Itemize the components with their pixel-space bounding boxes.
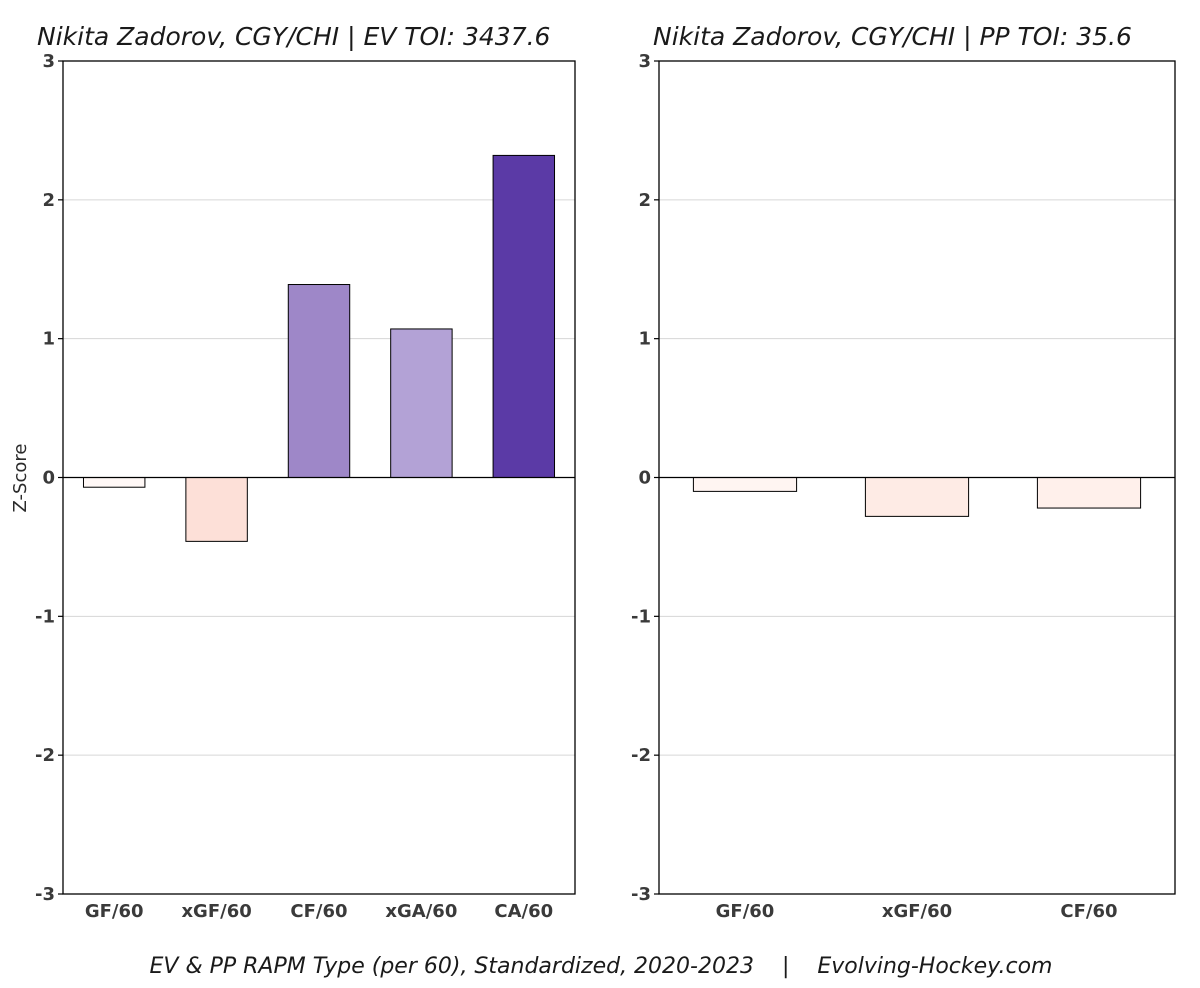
ev-y-ticks: 3 2 1 0 -1 -2 -3 [35, 51, 63, 905]
ev-chart-title: Nikita Zadorov, CGY/CHI | EV TOI: 3437.6 [37, 22, 550, 51]
ev-x-tick-label: xGF/60 [181, 901, 251, 922]
ev-bar-cf-per-60 [287, 284, 351, 478]
pp-y-tick-label: 0 [638, 468, 651, 489]
pp-x-ticks: GF/60 xGF/60 CF/60 [716, 901, 1118, 922]
pp-y-tick-label: 2 [638, 190, 651, 211]
ev-x-tick-label: xGA/60 [385, 901, 457, 922]
pp-y-ticks: 3 2 1 0 -1 -2 -3 [631, 51, 659, 905]
pp-y-tick-label: -3 [631, 884, 651, 905]
pp-y-tick-label: -1 [631, 606, 651, 627]
pp-bars [692, 477, 1142, 517]
ev-x-tick-label: CA/60 [494, 901, 553, 922]
ev-y-tick-label: -1 [35, 606, 55, 627]
pp-bar-cf-per-60 [1036, 477, 1142, 509]
pp-bar-xgf-per-60 [864, 477, 970, 517]
ev-bar-xgf-per-60 [185, 477, 248, 542]
pp-x-tick-label: xGF/60 [882, 901, 952, 922]
ev-y-tick-label: 3 [42, 51, 55, 72]
ev-y-tick-label: 0 [42, 468, 55, 489]
ev-bar-gf-per-60 [82, 477, 146, 488]
pp-chart-title: Nikita Zadorov, CGY/CHI | PP TOI: 35.6 [653, 22, 1132, 51]
ev-bars [82, 154, 556, 542]
pp-x-tick-label: GF/60 [716, 901, 775, 922]
ev-y-tick-label: -3 [35, 884, 55, 905]
ev-y-tick-label: 2 [42, 190, 55, 211]
pp-y-tick-label: 3 [638, 51, 651, 72]
ev-y-axis-label: Z-Score [10, 444, 31, 513]
pp-x-tick-label: CF/60 [1060, 901, 1117, 922]
ev-bar-ca-per-60 [492, 154, 556, 478]
pp-bar-gf-per-60 [692, 477, 798, 492]
figure-caption: EV & PP RAPM Type (per 60), Standardized… [150, 954, 1053, 979]
ev-gridlines [63, 199, 575, 756]
ev-x-tick-label: GF/60 [85, 901, 144, 922]
ev-x-tick-label: CF/60 [290, 901, 347, 922]
pp-y-tick-label: -2 [631, 745, 651, 766]
ev-y-tick-label: 1 [42, 329, 55, 350]
ev-x-ticks: GF/60 xGF/60 CF/60 xGA/60 CA/60 [85, 901, 553, 922]
ev-y-tick-label: -2 [35, 745, 55, 766]
pp-rapm-panel: Nikita Zadorov, CGY/CHI | PP TOI: 35.6 3… [631, 22, 1176, 922]
pp-y-tick-label: 1 [638, 329, 651, 350]
pp-gridlines [659, 199, 1175, 756]
ev-bar-xga-per-60 [390, 328, 453, 478]
ev-rapm-panel: Nikita Zadorov, CGY/CHI | EV TOI: 3437.6… [10, 22, 576, 922]
